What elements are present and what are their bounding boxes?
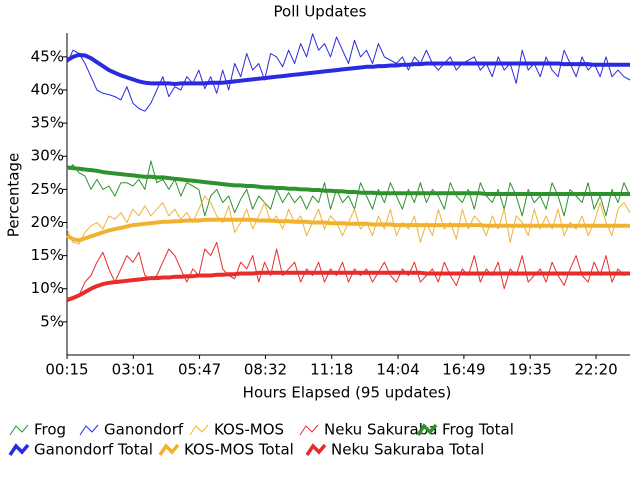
- x-axis-title: Hours Elapsed (95 updates): [243, 384, 452, 402]
- y-tick-label: 10%: [31, 279, 64, 297]
- x-tick-label: 03:01: [112, 361, 155, 379]
- series-line: [66, 217, 630, 243]
- y-tick-label: 45%: [31, 47, 64, 65]
- legend-icon: [9, 424, 29, 436]
- legend-icon: [189, 424, 209, 436]
- x-tick-label: 00:15: [45, 361, 88, 379]
- x-tick-label: 08:32: [244, 361, 287, 379]
- legend-label: KOS-MOS: [214, 421, 284, 439]
- legend-label: Neku Sakuraba: [324, 421, 437, 439]
- legend-label: Ganondorf: [104, 421, 184, 439]
- legend-icon: [158, 443, 180, 456]
- legend-icon: [299, 424, 319, 436]
- legend-label: Ganondorf Total: [34, 441, 153, 459]
- legend-icon: [8, 443, 30, 456]
- series-line: [66, 160, 631, 217]
- y-tick-label: 35%: [31, 114, 64, 132]
- series-line: [66, 270, 630, 302]
- y-tick-label: 20%: [31, 213, 64, 231]
- legend-icon: [79, 424, 99, 436]
- legend-label: Neku Sakuraba Total: [331, 441, 484, 459]
- legend-label: Frog: [34, 421, 66, 439]
- legend-icon: [416, 423, 438, 436]
- series-line: [66, 165, 630, 196]
- x-tick-label: 11:18: [310, 361, 353, 379]
- y-axis-title: Percentage: [5, 153, 23, 237]
- y-tick-label: 15%: [31, 246, 64, 264]
- x-tick-label: 16:49: [442, 361, 485, 379]
- legend-icon: [305, 443, 327, 456]
- legend-label: Frog Total: [442, 421, 514, 439]
- y-tick-label: 40%: [31, 80, 64, 98]
- x-tick-label: 19:35: [509, 361, 552, 379]
- x-tick-label: 14:04: [376, 361, 419, 379]
- chart-title: Poll Updates: [274, 3, 367, 21]
- series-line: [66, 52, 630, 86]
- series-line: [66, 195, 631, 245]
- legend-label: KOS-MOS Total: [184, 441, 294, 459]
- x-tick-label: 05:47: [178, 361, 221, 379]
- y-tick-label: 5%: [40, 312, 64, 330]
- y-tick-label: 25%: [31, 180, 64, 198]
- series-line: [66, 33, 631, 112]
- x-tick-label: 22:20: [574, 361, 617, 379]
- y-tick-label: 30%: [31, 147, 64, 165]
